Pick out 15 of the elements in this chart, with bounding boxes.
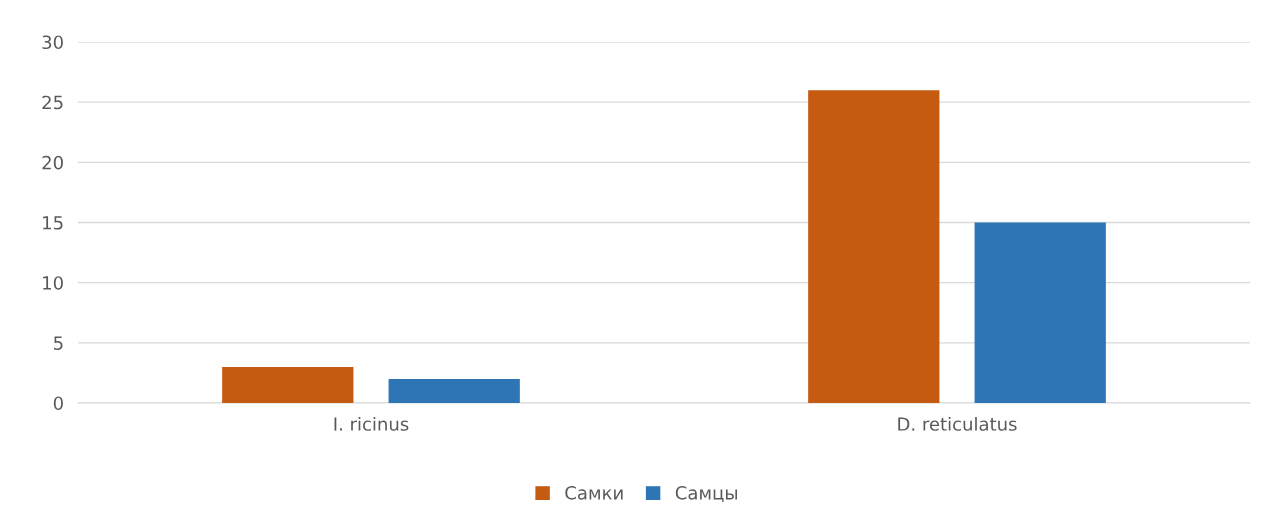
legend-label: Самцы xyxy=(675,485,737,502)
y-tick-label: 25 xyxy=(42,95,63,110)
y-tick-label: 20 xyxy=(42,155,63,170)
y-tick-label: 0 xyxy=(53,396,63,411)
legend-label: Самки xyxy=(565,485,623,500)
bar xyxy=(808,90,940,403)
y-tick-label: 30 xyxy=(42,35,63,50)
x-tick-label: I. ricinus xyxy=(334,416,409,431)
y-tick-label: 15 xyxy=(43,216,63,230)
y-tick-label: 10 xyxy=(43,276,63,290)
bar xyxy=(974,222,1106,403)
bar xyxy=(222,366,354,403)
bar xyxy=(388,378,520,403)
x-tick-label: D. reticulatus xyxy=(898,416,1017,431)
y-tick-label: 5 xyxy=(54,336,63,350)
